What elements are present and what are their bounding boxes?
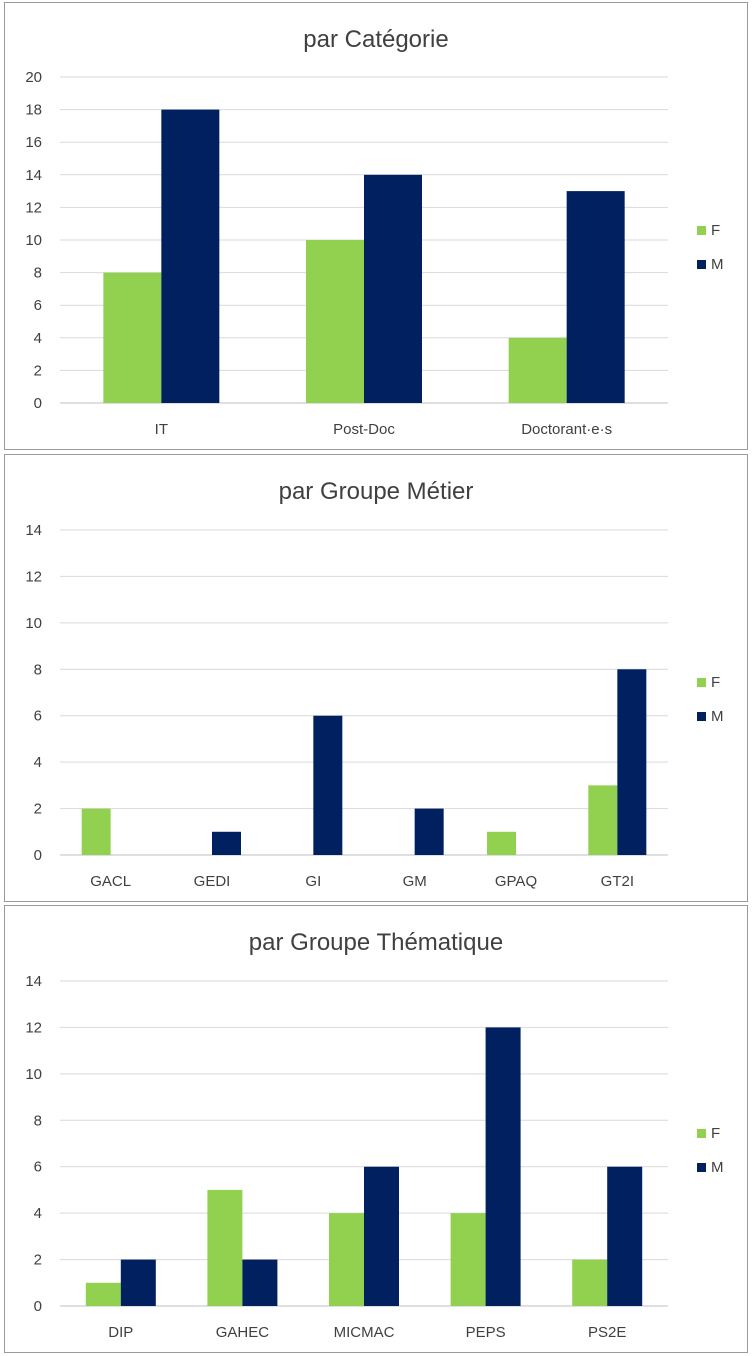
x-category-label: PEPS: [466, 1324, 506, 1341]
legend-swatch-m: [697, 260, 706, 269]
y-tick-label: 8: [34, 265, 42, 282]
bar-m-3: [414, 808, 444, 855]
x-category-label: GI: [305, 873, 321, 890]
y-tick-label: 8: [34, 1112, 42, 1129]
legend-label-f: F: [711, 1125, 720, 1142]
y-tick-label: 4: [34, 1205, 42, 1222]
y-tick-label: 12: [25, 199, 42, 216]
bar-m-1: [212, 831, 241, 855]
chart-title: par Groupe Métier: [279, 478, 474, 505]
bar-m-5: [617, 669, 647, 855]
bar-f-0: [81, 808, 111, 855]
chart-categorie: par Catégorie 0 2 4 6 8 10 12 14 16 18 20 IT Post-Doc…: [25, 26, 724, 438]
legend-label-m: M: [711, 708, 724, 725]
bar-f-0: [103, 272, 162, 403]
y-tick-label: 0: [34, 1298, 42, 1315]
legend-swatch-f: [697, 226, 706, 235]
bar-f-4: [572, 1259, 608, 1306]
y-tick-label: 12: [25, 1019, 42, 1036]
y-tick-label: 10: [25, 1066, 42, 1083]
y-tick-label: 4: [34, 330, 42, 347]
chart-title: par Groupe Thématique: [249, 929, 503, 956]
y-tick-label: 14: [25, 522, 42, 539]
bar-m-2: [313, 715, 343, 855]
y-tick-label: 14: [25, 167, 42, 184]
bar-f-1: [306, 240, 364, 403]
chart-groupe-metier: par Groupe Métier 0 2 4 6 8 10 12 14 GACL GEDI GI GM…: [25, 478, 724, 890]
x-category-label: GM: [403, 873, 427, 890]
y-tick-label: 20: [25, 69, 42, 86]
y-tick-label: 18: [25, 102, 42, 119]
bar-f-0: [85, 1282, 121, 1306]
bar-m-0: [161, 109, 220, 403]
bar-f-2: [508, 337, 567, 403]
y-tick-label: 4: [34, 754, 42, 771]
chart-panel-categorie: par Catégorie 0 2 4 6 8 10 12 14 16 18 20 IT Post-Doc…: [4, 2, 748, 450]
x-category-label: IT: [155, 421, 168, 438]
x-category-label: GAHEC: [216, 1324, 270, 1341]
legend-label-f: F: [711, 674, 720, 691]
y-tick-label: 10: [25, 615, 42, 632]
x-category-label: PS2E: [588, 1324, 626, 1341]
bar-m-1: [242, 1259, 278, 1306]
x-category-label: DIP: [108, 1324, 133, 1341]
chart-panel-groupe-thematique: par Groupe Thématique 0 2 4 6 8 10 12 14 DIP GAHEC…: [4, 905, 748, 1353]
bar-f-1: [207, 1189, 243, 1306]
x-category-label: GEDI: [194, 873, 231, 890]
legend-swatch-m: [697, 712, 706, 721]
y-tick-label: 12: [25, 568, 42, 585]
y-tick-label: 6: [34, 297, 42, 314]
y-tick-label: 0: [34, 847, 42, 864]
y-tick-label: 14: [25, 973, 42, 990]
y-tick-label: 6: [34, 1159, 42, 1176]
y-tick-label: 0: [34, 395, 42, 412]
y-tick-label: 10: [25, 232, 42, 249]
bar-f-3: [450, 1213, 486, 1306]
legend-label-f: F: [711, 222, 720, 239]
legend-label-m: M: [711, 1159, 724, 1176]
legend-label-m: M: [711, 256, 724, 273]
x-category-label: Post-Doc: [333, 421, 395, 438]
y-tick-label: 2: [34, 362, 42, 379]
legend-swatch-f: [697, 1129, 706, 1138]
legend-swatch-f: [697, 678, 706, 687]
bar-f-5: [588, 785, 618, 855]
y-tick-label: 2: [34, 1252, 42, 1269]
chart-groupe-thematique: par Groupe Thématique 0 2 4 6 8 10 12 14 DIP GAHEC…: [25, 929, 724, 1341]
chart-panel-groupe-metier: par Groupe Métier 0 2 4 6 8 10 12 14 GACL GEDI GI GM…: [4, 454, 748, 902]
y-tick-label: 2: [34, 801, 42, 818]
bar-m-0: [120, 1259, 156, 1306]
bar-m-1: [364, 174, 422, 403]
bar-f-2: [329, 1213, 364, 1306]
x-category-label: MICMAC: [334, 1324, 395, 1341]
y-tick-label: 6: [34, 708, 42, 725]
x-category-label: Doctorant·e·s: [521, 421, 612, 438]
bar-f-4: [487, 831, 516, 855]
y-tick-label: 8: [34, 661, 42, 678]
bar-m-3: [485, 1027, 521, 1306]
bar-m-4: [607, 1166, 643, 1306]
x-category-label: GPAQ: [495, 873, 537, 890]
bar-m-2: [566, 191, 625, 403]
chart-title: par Catégorie: [303, 26, 448, 53]
x-category-label: GACL: [90, 873, 131, 890]
y-tick-label: 16: [25, 134, 42, 151]
bar-m-2: [364, 1166, 399, 1306]
legend-swatch-m: [697, 1163, 706, 1172]
x-category-label: GT2I: [601, 873, 634, 890]
